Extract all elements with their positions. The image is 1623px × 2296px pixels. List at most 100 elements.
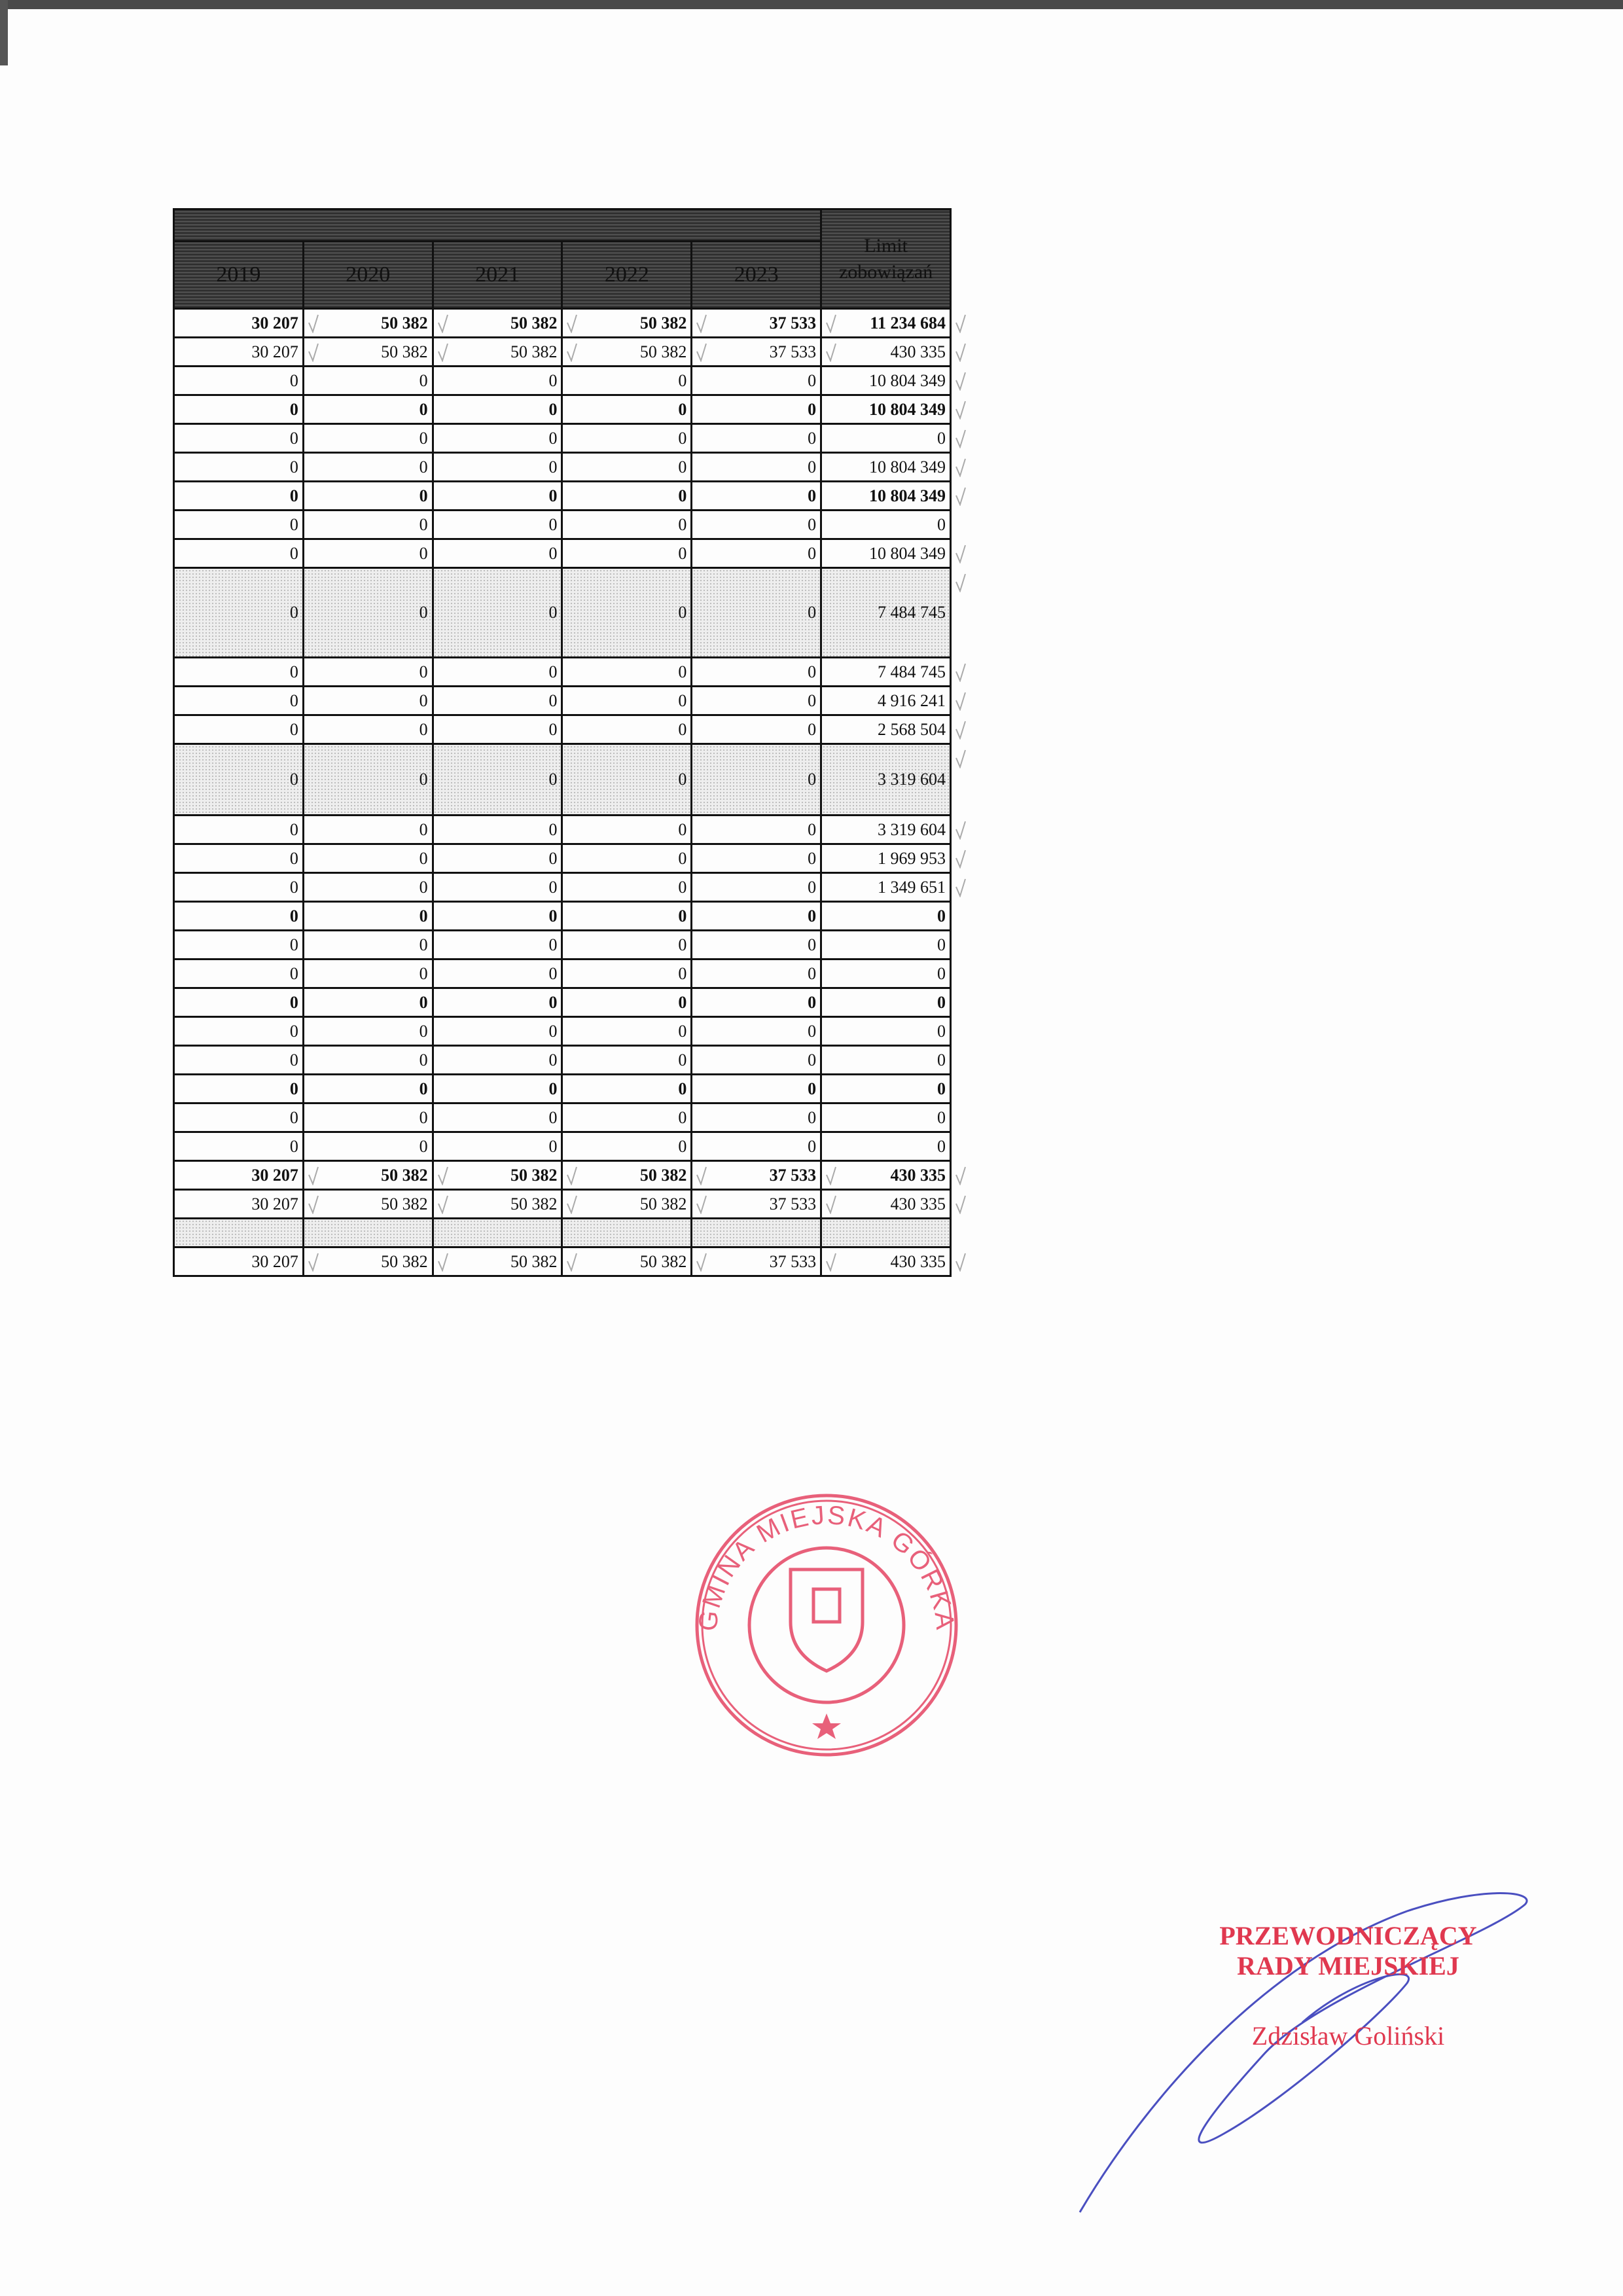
cell-value: 0 <box>678 819 687 839</box>
cell-value: 0 <box>808 963 817 983</box>
cell-value: 0 <box>419 1021 428 1041</box>
table-row: 0 0 0 0 0 0 <box>173 929 952 960</box>
cell-2020: 0 <box>302 872 434 903</box>
cell-value: 0 <box>808 1021 817 1041</box>
cell-value: 30 207 <box>251 1194 298 1213</box>
cell-2021: 0 <box>431 1016 563 1047</box>
table-row: 0 0 0 0 0 3 319 604 <box>173 743 966 816</box>
cell-2021: 0 <box>431 452 563 482</box>
cell-value: 0 <box>419 399 428 419</box>
cell-value: 0 <box>808 1107 817 1127</box>
cell-2020: 0 <box>302 1131 434 1162</box>
cell-value: 430 335 <box>890 342 946 361</box>
cell-value: 0 <box>548 691 558 710</box>
check-mark-icon <box>437 314 448 333</box>
cell-2023: 0 <box>690 987 823 1018</box>
cell-value: 0 <box>678 486 687 505</box>
cell-2020: 0 <box>302 843 434 874</box>
cell-value: 0 <box>289 1136 298 1156</box>
header-2020: 2020 <box>302 240 434 310</box>
cell-2023: 0 <box>690 1073 823 1104</box>
cell-value: 0 <box>419 906 428 925</box>
cell-limit: 10 804 349 <box>820 452 966 482</box>
cell-value: 0 <box>548 662 558 681</box>
cell-value: 0 <box>678 877 687 897</box>
cell-value: 0 <box>289 514 298 534</box>
cell-value: 0 <box>808 662 817 681</box>
cell-value: 50 382 <box>639 313 687 332</box>
cell-value: 11 234 684 <box>870 313 946 332</box>
cell-value: 0 <box>419 770 428 789</box>
svg-text:GMINA MIEJSKA GÓRKA: GMINA MIEJSKA GÓRKA <box>693 1501 959 1633</box>
cell-2020: 0 <box>302 743 434 816</box>
check-mark-icon <box>826 1195 837 1214</box>
check-mark-icon <box>955 692 966 711</box>
cell-value: 0 <box>548 603 558 622</box>
cell-value: 0 <box>289 486 298 505</box>
cell-value: 0 <box>678 428 687 448</box>
cell-2021: 0 <box>431 365 563 396</box>
cell-2019: 0 <box>173 901 304 931</box>
cell-value: 0 <box>289 935 298 954</box>
cell-2022: 0 <box>561 1016 693 1047</box>
cell-2023: 0 <box>690 423 823 454</box>
cell-2023: 0 <box>690 452 823 482</box>
cell-2020: 0 <box>302 538 434 569</box>
cell-2022: 50 382 <box>561 1189 707 1219</box>
check-mark-icon <box>567 1195 578 1214</box>
cell-2023: 0 <box>690 872 823 903</box>
cell-value: 50 382 <box>639 1165 687 1185</box>
cell-value: 0 <box>289 603 298 622</box>
cell-value: 50 382 <box>381 1251 428 1271</box>
cell-value: 0 <box>808 1136 817 1156</box>
cell-2019: 0 <box>173 843 304 874</box>
table-row: 0 0 0 0 0 0 <box>173 1073 952 1104</box>
cell-2019: 0 <box>173 480 304 511</box>
cell-2019: 0 <box>173 1102 304 1133</box>
cell-value: 0 <box>419 691 428 710</box>
cell-value: 0 <box>808 370 817 390</box>
check-mark-icon <box>955 821 966 840</box>
cell-2021: 50 382 <box>431 336 578 367</box>
cell-2022: 0 <box>561 929 693 960</box>
cell-2020: 50 382 <box>302 1160 448 1191</box>
stamp-text: GMINA MIEJSKA GÓRKA <box>693 1501 957 1633</box>
cell-value: 0 <box>419 848 428 868</box>
cell-value: 0 <box>289 1050 298 1069</box>
check-mark-icon <box>955 1166 966 1185</box>
cell-2022: 50 382 <box>561 1160 707 1191</box>
cell-value: 0 <box>419 963 428 983</box>
check-mark-icon <box>308 1253 319 1272</box>
cell-value: 0 <box>548 992 558 1012</box>
cell-value: 10 804 349 <box>869 543 946 563</box>
cell-2020: 0 <box>302 509 434 540</box>
cell-value: 0 <box>808 819 817 839</box>
cell-2023: 0 <box>690 814 823 845</box>
cell-value: 37 533 <box>769 313 817 332</box>
cell-value: 0 <box>289 819 298 839</box>
cell-value: 0 <box>289 1079 298 1098</box>
cell-value: 0 <box>678 1021 687 1041</box>
cell-value: 0 <box>678 935 687 954</box>
cell-2022: 0 <box>561 843 693 874</box>
cell-limit: 7 484 745 <box>820 656 966 687</box>
cell-value: 37 533 <box>769 1165 817 1185</box>
table-body: 30 207 50 382 50 382 50 382 37 533 11 234 684… <box>173 308 966 1277</box>
check-mark-icon <box>955 545 966 564</box>
cell-value: 0 <box>548 370 558 390</box>
cell-2019: 0 <box>173 958 304 989</box>
cell-value: 0 <box>808 514 817 534</box>
cell-value: 50 382 <box>381 342 428 361</box>
check-mark-icon <box>696 343 707 362</box>
cell-value: 0 <box>678 1136 687 1156</box>
cell-2021: 0 <box>431 1045 563 1075</box>
check-mark-icon <box>955 850 966 869</box>
cell-limit: 10 804 349 <box>820 394 966 425</box>
cell-2021: 0 <box>431 423 563 454</box>
cell-value: 0 <box>808 935 817 954</box>
cell-value: 0 <box>289 877 298 897</box>
cell-value: 0 <box>678 457 687 476</box>
debt-limit-table: Limit zobowiązań 2019 2020 2021 2022 202… <box>172 208 966 1277</box>
cell-value: 0 <box>419 543 428 563</box>
cell-2022: 0 <box>561 423 693 454</box>
